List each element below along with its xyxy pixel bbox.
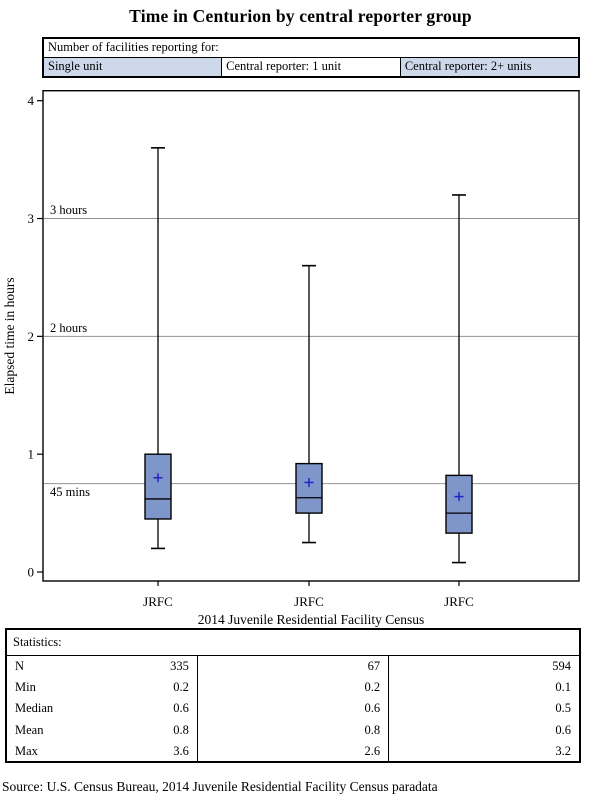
statistics-table: Statistics: N 335 67 594 Min 0.2 0.2 0.1 Median 0… [5, 628, 581, 764]
stats-cell-central-1-unit: 67 [196, 655, 389, 677]
stats-cell-single-unit: Mean 0.8 [6, 720, 197, 741]
stats-row: Median 0.6 0.6 0.5 [6, 698, 580, 720]
stats-cell-single-unit: Median 0.6 [6, 698, 197, 719]
boxplot-chart: 3 hours 2 hours 45 mins 0 1 2 3 4 Elapsed time i… [0, 85, 601, 630]
stats-cell-central-2plus-units: 0.6 [388, 719, 580, 742]
stat-value: 0.8 [173, 722, 189, 737]
statistics-caption: Statistics: [6, 629, 580, 656]
reference-line-label: 3 hours [50, 203, 87, 217]
stats-cell-single-unit: N 335 [6, 656, 197, 677]
category-label: JRFC [143, 594, 173, 609]
stat-value: 0.2 [173, 680, 189, 695]
facilities-header-caption: Number of facilities reporting for: [42, 37, 580, 58]
iqr-box [144, 453, 172, 520]
category-label: JRFC [444, 594, 474, 609]
facilities-header-table: Number of facilities reporting for: Sing… [42, 37, 580, 78]
y-tick-label: 3 [28, 211, 35, 226]
group-header-single-unit: Single unit [42, 57, 223, 78]
stats-cell-central-1-unit: 0.8 [196, 719, 389, 742]
stat-label: N [15, 658, 25, 673]
stats-cell-central-2plus-units: 0.5 [388, 698, 580, 720]
y-tick-label: 1 [28, 447, 35, 462]
category-label: JRFC [294, 594, 324, 609]
stats-cell-single-unit: Min 0.2 [6, 677, 197, 698]
iqr-box [445, 474, 473, 534]
stat-label: Mean [15, 722, 44, 737]
y-axis-title: Elapsed time in hours [2, 277, 17, 394]
stat-label: Min [15, 680, 36, 695]
group-header-central-1-unit: Central reporter: 1 unit [221, 57, 401, 78]
chart-title: Time in Centurion by central reporter gr… [129, 6, 472, 26]
reference-line-label: 45 mins [50, 485, 90, 499]
stats-cell-central-1-unit: 2.6 [196, 741, 389, 763]
stat-value: 335 [170, 658, 189, 673]
y-tick-label: 4 [28, 93, 35, 108]
source-note: Source: U.S. Census Bureau, 2014 Juvenil… [2, 779, 438, 794]
stats-cell-central-1-unit: 0.6 [196, 698, 389, 720]
stats-row: Mean 0.8 0.8 0.6 [6, 719, 580, 742]
stats-cell-central-2plus-units: 594 [388, 655, 580, 677]
stats-row: Min 0.2 0.2 0.1 [6, 676, 580, 699]
stats-cell-central-2plus-units: 3.2 [388, 741, 580, 763]
stat-label: Median [15, 701, 54, 716]
stats-cell-single-unit: Max 3.6 [6, 741, 197, 762]
iqr-box [295, 462, 323, 514]
boxplot-svg: 3 hours 2 hours 45 mins 0 1 2 3 4 Elapsed time i… [2, 89, 580, 627]
x-axis-title: 2014 Juvenile Residential Facility Censu… [198, 612, 424, 627]
stat-label: Max [15, 743, 38, 758]
stats-cell-central-1-unit: 0.2 [196, 676, 389, 699]
group-header-central-2plus-units: Central reporter: 2+ units [399, 57, 580, 78]
y-tick-label: 2 [28, 329, 35, 344]
y-tick-label: 0 [28, 565, 35, 580]
stat-value: 3.6 [173, 743, 189, 758]
stats-row: N 335 67 594 [6, 655, 580, 677]
stats-cell-central-2plus-units: 0.1 [388, 676, 580, 699]
reference-line-label: 2 hours [50, 321, 87, 335]
stat-value: 0.6 [173, 701, 189, 716]
stats-row: Max 3.6 2.6 3.2 [6, 741, 580, 763]
